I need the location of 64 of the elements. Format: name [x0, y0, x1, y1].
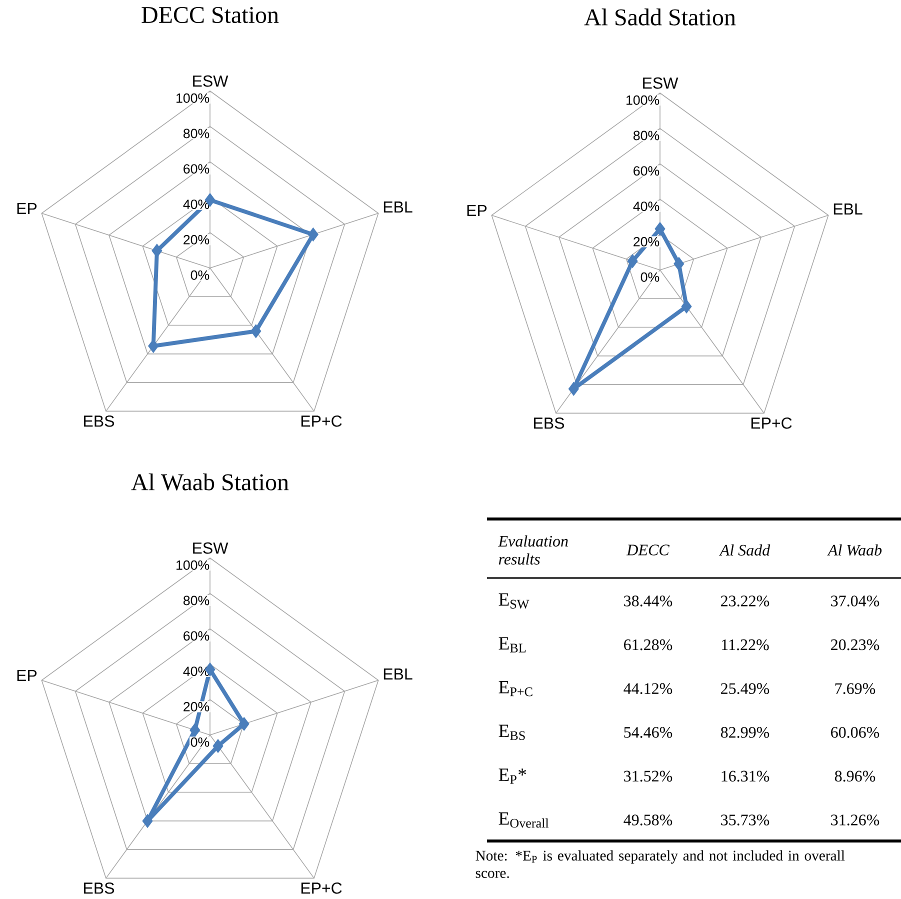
text: Note: *E$_{P}$ is evaluated separately and not included in overall score. [476, 850, 845, 878]
y-tick-label: 60% [634, 166, 660, 176]
spoke-label: EBL [384, 668, 412, 680]
y-tick-label: 100% [176, 93, 210, 103]
text: 37.04% [831, 596, 880, 606]
text: 20.23% [831, 639, 880, 650]
text: 25.49% [721, 683, 770, 694]
text: 31.26% [831, 814, 880, 826]
spoke-label: EP [17, 670, 37, 681]
y-tick-label: 40% [633, 202, 660, 212]
y-tick-label: 80% [634, 130, 660, 140]
spoke-label: ESW [643, 77, 678, 89]
spoke-label: EP+C [301, 415, 342, 427]
text: 11.22% [722, 639, 769, 650]
spoke-label: EBS [84, 882, 114, 894]
text: 54.46% [624, 726, 672, 738]
chart-title: DECC Station [142, 6, 279, 24]
y-tick-label: 20% [184, 702, 210, 712]
spoke-label: EP [467, 204, 487, 216]
category-label: E$_{BL}$ [498, 637, 526, 652]
category-label: E$_{SW}$ [498, 593, 530, 609]
category-label: Al Waab [827, 544, 882, 556]
spoke-label: EBS [534, 417, 564, 429]
text: 38.44% [624, 596, 672, 606]
spoke-label: EP+C [751, 417, 792, 429]
spoke-label: ESW [193, 542, 228, 554]
spoke-label: EP+C [301, 882, 342, 894]
text: 49.58% [624, 814, 672, 826]
text: 82.99% [720, 726, 770, 738]
y-tick-label: 60% [184, 164, 210, 174]
text: 16.31% [722, 770, 770, 782]
text: 35.73% [721, 814, 770, 826]
category-label: E$_{BS}$ [498, 724, 525, 740]
y-tick-label: 100% [626, 95, 660, 105]
category-label: Evaluation results [498, 535, 568, 565]
text: 31.52% [624, 770, 672, 782]
y-tick-label: 60% [184, 631, 210, 641]
y-tick-label: 100% [176, 560, 210, 570]
text: 60.06% [831, 726, 880, 738]
y-tick-label: 0% [190, 737, 210, 747]
category-label: Al Sadd [719, 544, 770, 556]
spoke-label: EBL [834, 204, 862, 215]
chart-title: Al Waab Station [131, 473, 289, 490]
y-tick-label: 0% [190, 270, 210, 280]
category-label: E$_{P+C}$ [498, 680, 532, 696]
y-tick-label: 40% [183, 200, 210, 210]
spoke-label: EP [17, 202, 37, 214]
y-tick-label: 80% [184, 128, 210, 138]
spoke-label: EBL [384, 202, 412, 213]
y-tick-label: 80% [184, 596, 210, 606]
text: 44.12% [624, 683, 672, 694]
category-label: DECC [626, 544, 670, 556]
chart-title: Al Sadd Station [584, 8, 736, 26]
category-label: E$_{P}$* [498, 768, 526, 784]
text: 7.69% [835, 683, 876, 694]
text: 23.22% [721, 596, 770, 606]
text: 61.28% [624, 639, 672, 650]
y-tick-label: 20% [184, 235, 210, 244]
y-tick-label: 0% [640, 272, 660, 282]
spoke-label: ESW [193, 75, 228, 87]
category-label: E$_{Overall}$ [498, 812, 549, 828]
y-tick-label: 20% [634, 237, 660, 246]
text: 8.96% [834, 770, 876, 782]
spoke-label: EBS [84, 415, 114, 427]
